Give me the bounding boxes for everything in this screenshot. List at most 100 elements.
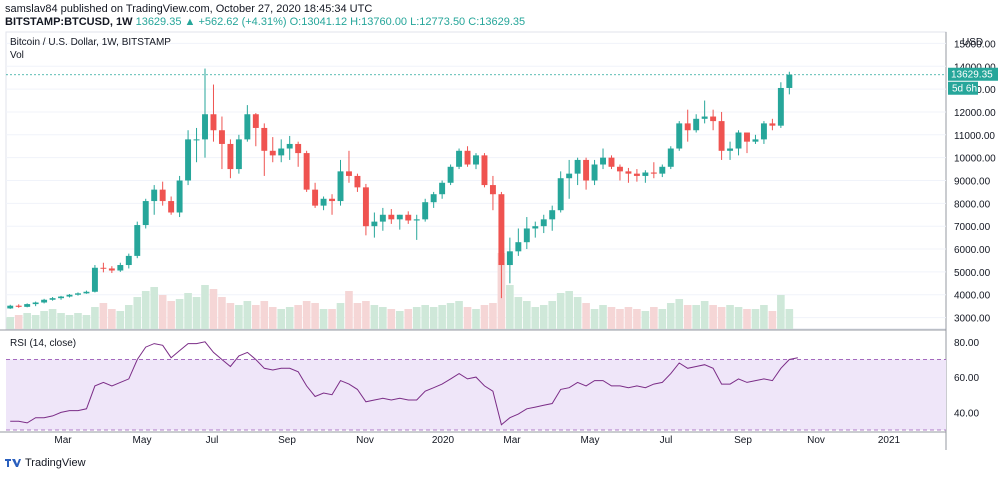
volume-bar: [633, 309, 641, 329]
rsi-legend: RSI (14, close): [10, 338, 76, 349]
candle-body: [41, 299, 48, 303]
published-line: samslav84 published on TradingView.com, …: [5, 3, 373, 15]
volume-bar: [158, 295, 167, 329]
candle-body: [185, 139, 192, 181]
volume-bar: [302, 301, 311, 329]
candle-body: [218, 130, 225, 144]
volume-bar: [700, 301, 709, 329]
candle-body: [168, 201, 175, 213]
volume-bar: [175, 299, 184, 329]
last-price: 13629.35: [135, 16, 182, 28]
volume-bar: [124, 305, 133, 329]
volume-bar: [209, 289, 218, 329]
price-change: ▲ +562.62 (+4.31%): [184, 16, 287, 28]
volume-bar: [523, 301, 531, 329]
volume-bar: [108, 309, 116, 329]
candle-body: [49, 298, 56, 300]
symbol-name[interactable]: BITSTAMP:BTCUSD, 1W: [5, 16, 133, 28]
candle-body: [58, 296, 65, 299]
price-tick-label: 10000.00: [954, 154, 996, 165]
time-tick-label: May: [581, 435, 600, 446]
rsi-band: [6, 359, 946, 430]
candle-body: [312, 189, 319, 206]
candle-body: [75, 293, 81, 295]
volume-bar: [404, 309, 413, 329]
volume-bar: [675, 299, 684, 329]
last-price-value: 13629.35: [951, 70, 993, 81]
candle-body: [388, 214, 395, 220]
price-tick-label: 9000.00: [954, 177, 991, 188]
candle-body: [210, 114, 217, 131]
candle-body: [591, 164, 598, 181]
price-tick-label: 3000.00: [954, 314, 991, 325]
candle-body: [176, 180, 183, 213]
volume-bar: [116, 311, 125, 329]
candle-body: [269, 150, 276, 156]
volume-bar: [48, 309, 57, 329]
price-tick-label: 5000.00: [954, 268, 991, 279]
volume-bar: [607, 307, 616, 329]
volume-bar: [192, 297, 201, 329]
volume-bar: [666, 303, 675, 329]
volume-bar: [726, 305, 734, 329]
candle-body: [32, 302, 39, 305]
candle-body: [718, 121, 725, 151]
candle-body: [439, 182, 446, 195]
candle-body: [684, 123, 691, 131]
candle-body: [540, 219, 547, 227]
time-tick-label: Mar: [503, 435, 521, 446]
candle-body: [481, 155, 488, 186]
candle-body: [235, 139, 242, 170]
volume-legend: Vol: [10, 50, 24, 61]
volume-bar: [150, 287, 159, 329]
time-tick-label: Nov: [807, 435, 825, 446]
volume-bar: [590, 309, 599, 329]
footer: TradingView: [5, 457, 86, 469]
rsi-pane: RSI (14, close): [6, 338, 946, 431]
volume-bar: [650, 307, 658, 329]
volume-bars: [6, 253, 794, 329]
candle-body: [608, 157, 615, 167]
candle-body: [413, 219, 420, 221]
candle-body: [227, 143, 234, 170]
tradingview-logo-icon: [5, 459, 21, 467]
volume-bar: [133, 297, 142, 329]
time-tick-label: May: [133, 435, 152, 446]
volume-bar: [531, 307, 540, 329]
candle-body: [117, 265, 124, 271]
volume-bar: [184, 293, 192, 329]
candle-body: [557, 178, 564, 211]
volume-bar: [294, 305, 302, 329]
candle-body: [91, 267, 98, 292]
candle-body: [379, 214, 386, 222]
candle-body: [134, 225, 141, 256]
candle-body: [405, 214, 412, 221]
candle-body: [566, 173, 573, 179]
candle-body: [286, 143, 293, 149]
volume-bar: [624, 307, 633, 329]
candle-body: [710, 116, 717, 122]
candle-body: [244, 114, 251, 140]
candle-body: [650, 172, 657, 174]
high-value: H:13760.00: [350, 16, 408, 28]
candle-body: [202, 114, 208, 140]
volume-bar: [421, 305, 429, 329]
candle-body: [125, 255, 132, 266]
candle-body: [7, 305, 14, 309]
candle-body: [456, 150, 463, 167]
volume-bar: [74, 313, 82, 329]
volume-bar: [167, 301, 175, 329]
currency-label: USD: [962, 37, 983, 48]
volume-bar: [40, 311, 48, 329]
candle-body: [701, 116, 708, 119]
volume-bar: [480, 305, 489, 329]
candle-body: [506, 251, 513, 266]
volume-bar: [328, 309, 336, 329]
price-tick-label: 8000.00: [954, 199, 991, 210]
candle-body: [295, 143, 302, 154]
volume-bar: [311, 303, 319, 329]
volume-bar: [345, 291, 353, 329]
volume-bar: [91, 307, 99, 329]
volume-bar: [658, 309, 667, 329]
